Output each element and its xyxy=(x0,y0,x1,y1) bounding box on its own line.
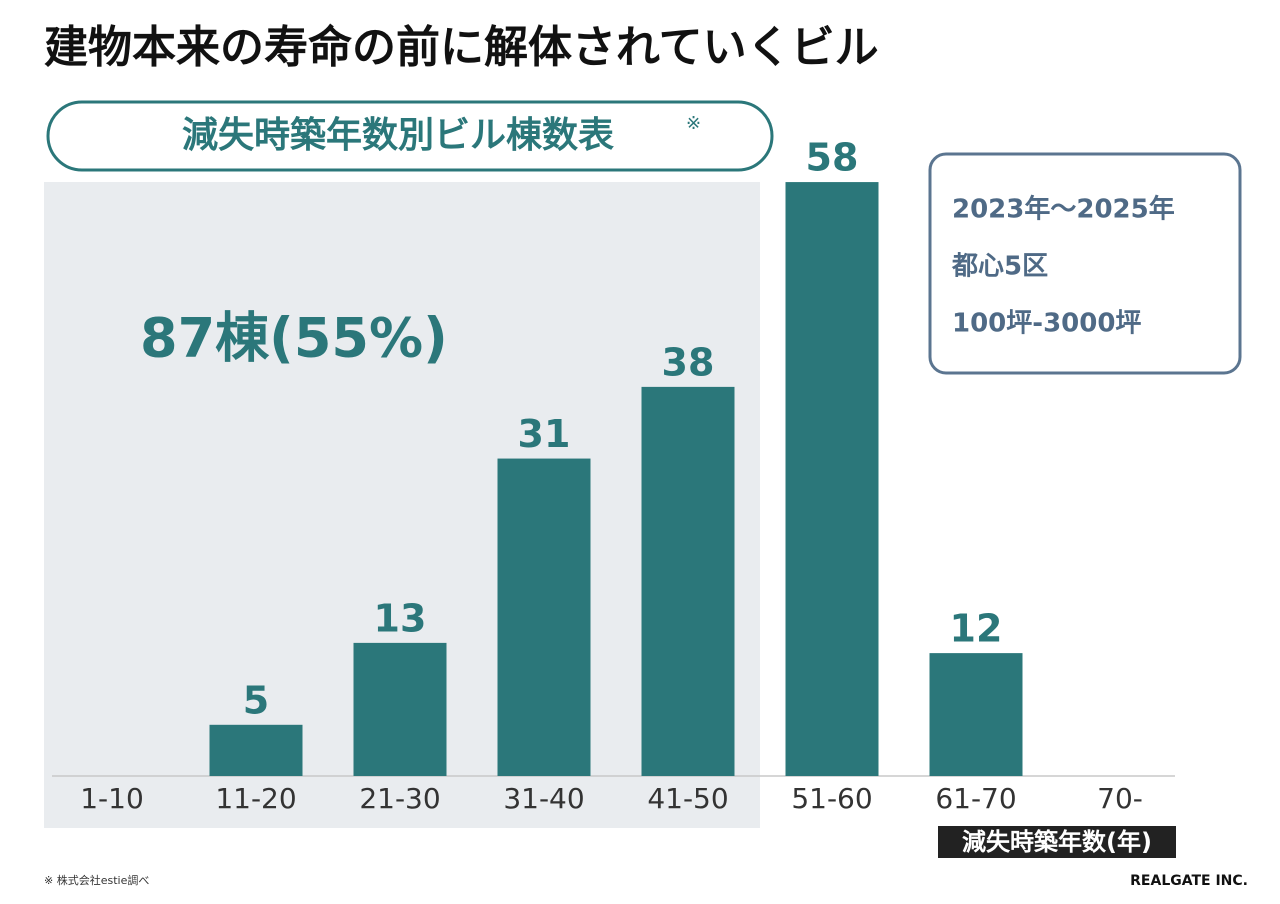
data-label: 13 xyxy=(374,596,427,640)
x-label-box xyxy=(938,826,1176,858)
footnote: ※ 株式会社estie調べ xyxy=(44,873,149,887)
bar xyxy=(785,182,879,776)
bar xyxy=(353,642,447,776)
bar xyxy=(497,458,591,776)
data-label: 58 xyxy=(806,136,859,180)
x-tick-label: 21-30 xyxy=(359,782,440,815)
data-label: 38 xyxy=(662,340,715,384)
x-tick-label: 61-70 xyxy=(935,782,1016,815)
subtitle-box xyxy=(46,100,774,172)
bar xyxy=(929,653,1023,776)
subtitle: 減失時築年数別ビル棟数表 xyxy=(182,115,614,156)
bar xyxy=(641,386,735,776)
info-line: 都心5区 xyxy=(951,252,1048,282)
x-axis-label: 減失時築年数(年) xyxy=(962,828,1152,856)
info-box xyxy=(928,152,1242,375)
data-label: 31 xyxy=(518,412,571,456)
x-tick-label: 31-40 xyxy=(503,782,584,815)
x-tick-label: 11-20 xyxy=(215,782,296,815)
info-line: 2023年〜2025年 xyxy=(952,194,1175,225)
chart-title: 建物本来の寿命の前に解体されていくビル xyxy=(44,22,879,73)
subtitle-mark: ※ xyxy=(686,113,701,134)
x-tick-label: 70- xyxy=(1097,782,1143,815)
data-label: 5 xyxy=(243,678,269,722)
x-tick-label: 1-10 xyxy=(80,782,144,815)
x-tick-label: 51-60 xyxy=(791,782,872,815)
x-tick-label: 41-50 xyxy=(647,782,728,815)
bar xyxy=(209,724,303,776)
annotation: 87棟(55%) xyxy=(140,307,448,370)
credit: REALGATE INC. xyxy=(1130,873,1248,889)
info-line: 100坪-3000坪 xyxy=(952,309,1141,339)
data-label: 12 xyxy=(950,607,1003,651)
